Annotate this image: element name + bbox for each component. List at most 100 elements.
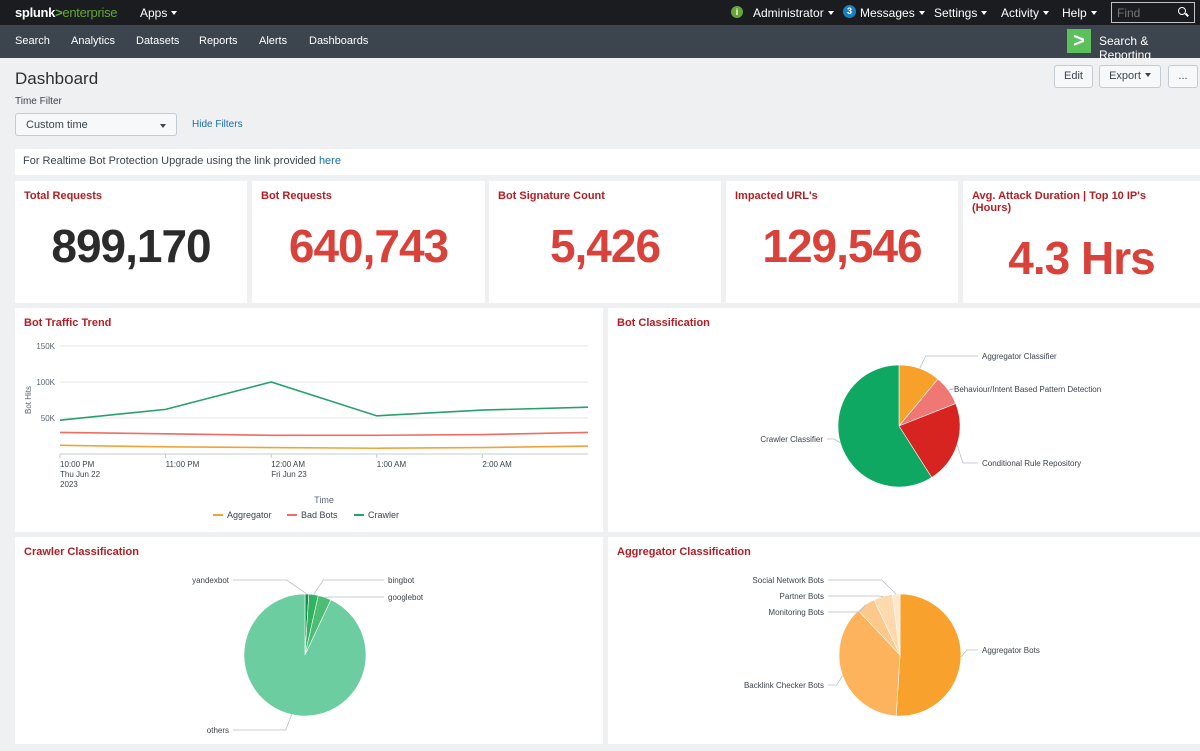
panel-title: Bot Traffic Trend xyxy=(24,317,112,329)
nav-datasets[interactable]: Datasets xyxy=(136,35,180,47)
chevron-down-icon xyxy=(1144,73,1151,77)
user-menu-label: Administrator xyxy=(753,6,824,20)
aggregator-classification-panel: Aggregator Classification Aggregator Bot… xyxy=(608,537,1200,744)
legend-label: Crawler xyxy=(368,510,399,520)
apps-menu[interactable]: Apps xyxy=(140,6,178,20)
x-tick-label: 10:00 PM xyxy=(60,460,95,469)
kpi-title: Bot Signature Count xyxy=(498,190,605,202)
slice-label-backlink-checker-bots: Backlink Checker Bots xyxy=(744,681,824,690)
kpi-value: 640,743 xyxy=(288,220,449,272)
legend-label: Bad Bots xyxy=(301,510,338,520)
user-menu[interactable]: Administrator xyxy=(753,6,834,20)
help-menu-label: Help xyxy=(1062,6,1087,20)
time-filter-dropdown[interactable]: Custom time xyxy=(15,113,177,136)
y-tick-label: 150K xyxy=(36,342,55,351)
kpi-value: 4.3 Hrs xyxy=(1008,232,1155,284)
leader-line-aggregator-bots xyxy=(960,649,978,658)
time-filter-label: Time Filter xyxy=(15,96,62,107)
export-button[interactable]: Export xyxy=(1099,65,1161,88)
bot-classification-panel: Bot Classification Aggregator Classifier… xyxy=(608,308,1200,532)
messages-menu[interactable]: Messages xyxy=(860,6,925,20)
crawler-classification-panel: Crawler Classification yandexbot bingbot g… xyxy=(15,537,603,744)
nav-reports[interactable]: Reports xyxy=(199,35,238,47)
x-tick-label: 2023 xyxy=(60,480,78,489)
chevron-right-icon[interactable]: > xyxy=(1067,29,1091,53)
chevron-down-icon xyxy=(1043,11,1050,15)
nav-dashboards[interactable]: Dashboards xyxy=(309,35,369,47)
nav-analytics[interactable]: Analytics xyxy=(71,35,116,47)
leader-line-behaviour-intent-based-pattern-detection xyxy=(948,388,955,391)
panel-title: Aggregator Classification xyxy=(617,546,751,558)
leader-line-conditional-rule-repository xyxy=(956,444,978,464)
chevron-down-icon xyxy=(160,124,166,128)
pie-slice-aggregator-bots xyxy=(895,593,962,717)
nav-search[interactable]: Search xyxy=(15,35,50,47)
slice-label-partner-bots: Partner Bots xyxy=(780,592,824,601)
kpi-value: 5,426 xyxy=(549,220,661,272)
slice-label-monitoring-bots: Monitoring Bots xyxy=(768,608,824,617)
activity-menu-label: Activity xyxy=(1001,6,1040,20)
kpi-value: 129,546 xyxy=(762,220,922,272)
leader-line-backlink-checker-bots xyxy=(828,675,843,686)
nav-alerts[interactable]: Alerts xyxy=(259,35,288,47)
chevron-down-icon xyxy=(918,11,925,15)
slice-label-aggregator-bots: Aggregator Bots xyxy=(982,646,1040,655)
more-button[interactable]: ... xyxy=(1168,65,1198,88)
hide-filters-link[interactable]: Hide Filters xyxy=(192,119,243,130)
leader-line-others xyxy=(233,714,293,731)
x-tick-label: 1:00 AM xyxy=(377,460,407,469)
settings-menu-label: Settings xyxy=(934,6,978,20)
pie-slice-crawler-classifier xyxy=(837,364,933,488)
crawler-classification-chart: yandexbot bingbot googlebot others xyxy=(192,576,424,735)
kpi-title: Total Requests xyxy=(24,190,103,202)
edit-button[interactable]: Edit xyxy=(1054,65,1093,88)
kpi-title: Bot Requests xyxy=(261,190,332,202)
y-tick-label: 100K xyxy=(36,378,55,387)
activity-menu[interactable]: Activity xyxy=(1001,6,1050,20)
slice-label-aggregator-classifier: Aggregator Classifier xyxy=(982,352,1057,361)
time-filter-value: Custom time xyxy=(26,119,88,131)
y-axis-title: Bot Hits xyxy=(24,386,33,414)
search-icon[interactable] xyxy=(1178,7,1186,15)
slice-label-crawler-classifier: Crawler Classifier xyxy=(760,435,823,444)
pie-slice-others xyxy=(243,593,367,717)
chevron-down-icon xyxy=(1090,11,1097,15)
x-tick-label: 11:00 PM xyxy=(166,460,200,469)
settings-menu[interactable]: Settings xyxy=(934,6,988,20)
aggregator-classification-chart: Aggregator Bots Backlink Checker Bots Moni… xyxy=(744,576,1040,717)
leader-line-bingbot xyxy=(313,579,384,595)
kpi-avg-attack-duration: Avg. Attack Duration | Top 10 IP's (Hour… xyxy=(963,181,1200,303)
panel-title: Bot Classification xyxy=(617,317,710,329)
help-menu[interactable]: Help xyxy=(1062,6,1097,20)
y-tick-label: 50K xyxy=(41,414,56,423)
series-line-crawler xyxy=(59,381,589,421)
x-axis-title: Time xyxy=(314,495,334,505)
banner-text: For Realtime Bot Protection Upgrade usin… xyxy=(23,155,319,167)
slice-label-googlebot: googlebot xyxy=(388,593,424,602)
find-input[interactable] xyxy=(1111,2,1195,23)
chevron-down-icon xyxy=(981,11,988,15)
x-tick-label: 12:00 AM xyxy=(271,460,305,469)
kpi-bot-requests: Bot Requests 640,743 xyxy=(252,181,485,303)
kpi-value: 899,170 xyxy=(51,220,211,272)
banner-link[interactable]: here xyxy=(318,155,341,167)
pie-slice-social-network-bots xyxy=(892,593,901,656)
leader-line-crawler-classifier xyxy=(827,438,841,444)
app-nav-bar: Search Analytics Datasets Reports Alerts… xyxy=(0,25,1200,62)
page-title: Dashboard xyxy=(15,69,99,88)
info-status-icon[interactable]: i xyxy=(731,6,743,18)
chevron-down-icon xyxy=(827,11,834,15)
splunk-logo[interactable]: splunk>enterprise xyxy=(15,5,118,20)
slice-label-others: others xyxy=(207,726,229,735)
messages-count-badge[interactable]: 3 xyxy=(843,5,856,18)
x-tick-label: Fri Jun 23 xyxy=(271,470,307,479)
app-name[interactable]: Search & Reporting xyxy=(1099,34,1152,62)
series-line-aggregator xyxy=(59,444,589,450)
slice-label-social-network-bots: Social Network Bots xyxy=(752,576,824,585)
kpi-impacted-urls: Impacted URL's 129,546 xyxy=(726,181,958,303)
pie-slice-conditional-rule-repository xyxy=(898,403,961,478)
top-nav-bar: splunk>enterprise Apps i Administrator 3… xyxy=(0,0,1200,25)
leader-line-aggregator-classifier xyxy=(919,355,978,369)
x-tick-label: 2:00 AM xyxy=(482,460,512,469)
